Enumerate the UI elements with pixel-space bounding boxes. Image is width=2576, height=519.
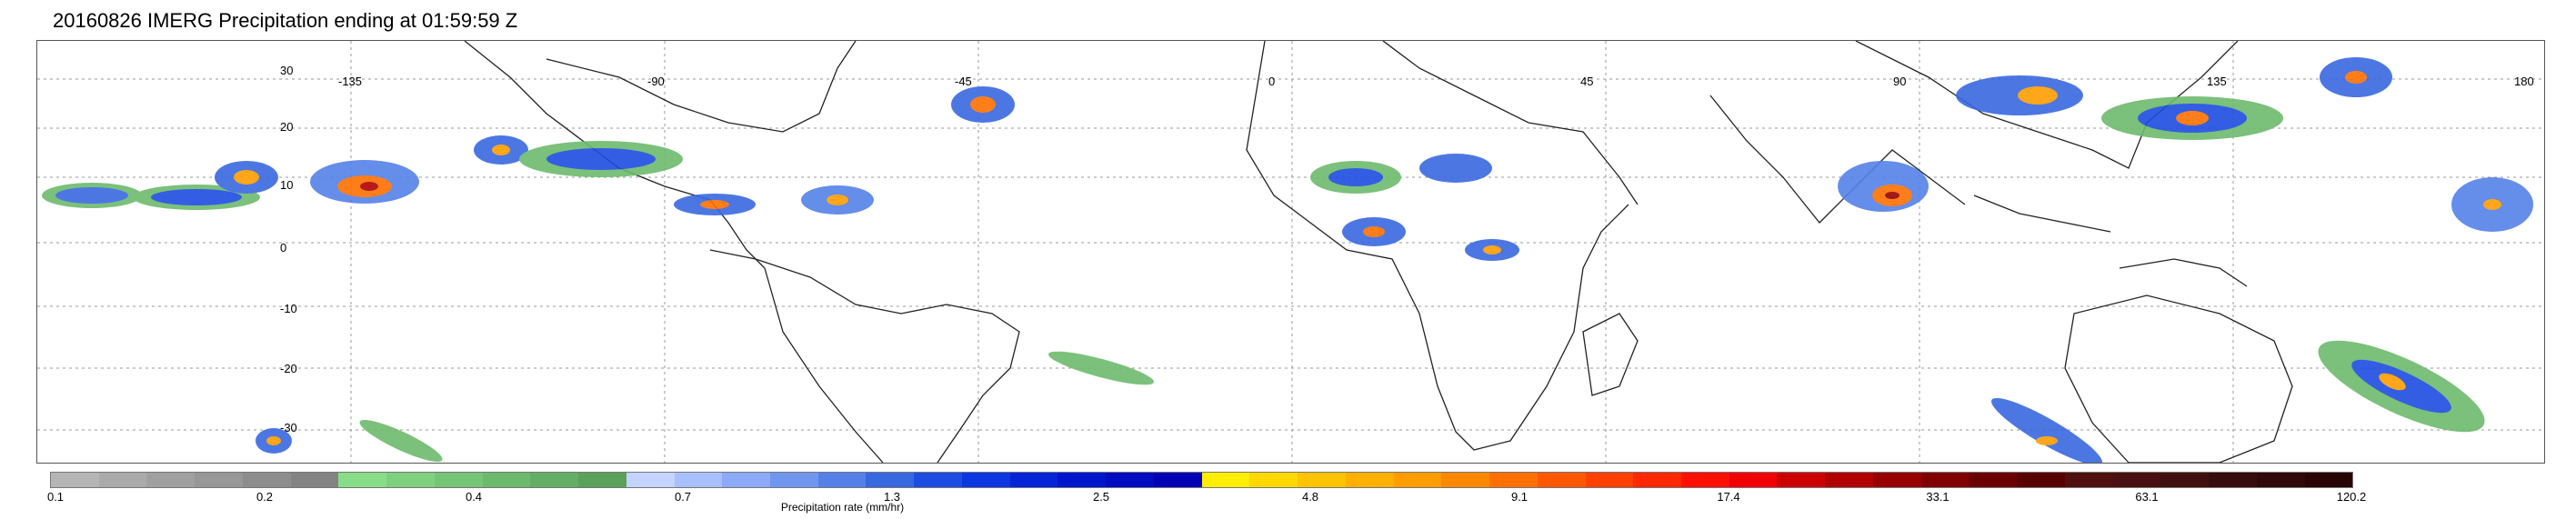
colorbar-swatch [2160, 473, 2210, 487]
colorbar-swatch [1777, 473, 1826, 487]
colorbar-tick: 17.4 [1717, 490, 1740, 504]
colorbar [50, 472, 2353, 488]
lon-label: 180 [2514, 75, 2534, 88]
colorbar-swatch [961, 473, 1010, 487]
lon-label: 90 [1893, 75, 1907, 88]
colorbar-swatch [2256, 473, 2305, 487]
coastlines [464, 41, 2293, 463]
lat-label: 20 [280, 120, 294, 134]
colorbar-swatch [1872, 473, 1921, 487]
colorbar-swatch [1298, 473, 1346, 487]
colorbar-swatch [1393, 473, 1442, 487]
colorbar-swatch [578, 473, 626, 487]
colorbar-swatch [1201, 473, 1250, 487]
colorbar-title: Precipitation rate (mm/hr) [780, 501, 905, 514]
colorbar-swatch [1249, 473, 1298, 487]
precipitation-map [36, 40, 2545, 464]
colorbar-tick: 33.1 [1926, 490, 1950, 504]
colorbar-swatch [2064, 473, 2113, 487]
colorbar-swatch [1057, 473, 1107, 487]
colorbar-tick: 2.5 [1092, 490, 1110, 504]
colorbar-swatch [1441, 473, 1490, 487]
colorbar-swatch [1969, 473, 2018, 487]
colorbar-swatch [817, 473, 867, 487]
colorbar-tick: 4.8 [1301, 490, 1319, 504]
lon-label: -90 [647, 75, 665, 88]
colorbar-swatch [51, 473, 99, 487]
colorbar-swatch [2017, 473, 2065, 487]
map-title: 20160826 IMERG Precipitation ending at 0… [53, 9, 518, 32]
colorbar-tick: 0.4 [465, 490, 483, 504]
colorbar-swatch [2209, 473, 2257, 487]
lat-label: -20 [280, 362, 297, 375]
lat-label: 30 [280, 64, 294, 77]
colorbar-swatch [1345, 473, 1394, 487]
lon-label: 0 [1268, 75, 1276, 88]
lon-label: -45 [955, 75, 972, 88]
colorbar-swatch [1106, 473, 1154, 487]
colorbar-swatch [866, 473, 915, 487]
colorbar-swatch [2112, 473, 2161, 487]
colorbar-swatch [1153, 473, 1202, 487]
colorbar-swatch [914, 473, 962, 487]
colorbar-swatch [770, 473, 818, 487]
colorbar-swatch [1537, 473, 1586, 487]
colorbar-swatch [290, 473, 339, 487]
colorbar-tick: 120.2 [2336, 490, 2367, 504]
colorbar-swatch [1920, 473, 1970, 487]
colorbar-swatch [482, 473, 531, 487]
colorbar-swatch [530, 473, 579, 487]
colorbar-swatch [1633, 473, 1681, 487]
colorbar-swatch [98, 473, 147, 487]
colorbar-swatch [242, 473, 291, 487]
map-canvas [37, 41, 2544, 463]
colorbar-swatch [2304, 473, 2353, 487]
colorbar-swatch [386, 473, 435, 487]
colorbar-tick: 0.1 [46, 490, 65, 504]
lat-label: -30 [280, 421, 297, 434]
colorbar-swatch [434, 473, 483, 487]
colorbar-tick: 1.3 [883, 490, 901, 504]
colorbar-swatch [1729, 473, 1778, 487]
lon-label: -135 [338, 75, 363, 88]
colorbar-tick: 9.1 [1510, 490, 1529, 504]
lat-label: 10 [280, 178, 294, 192]
colorbar-tick: 0.7 [674, 490, 692, 504]
colorbar-swatch [626, 473, 675, 487]
colorbar-swatch [1489, 473, 1538, 487]
colorbar-tick: 63.1 [2135, 490, 2159, 504]
colorbar-swatch [1009, 473, 1058, 487]
lat-label: 0 [280, 241, 287, 255]
colorbar-swatch [338, 473, 387, 487]
colorbar-swatch [1585, 473, 1634, 487]
precipitation-field [42, 57, 2533, 463]
colorbar-tick: 0.2 [256, 490, 274, 504]
colorbar-swatch [1680, 473, 1729, 487]
lon-label: 45 [1580, 75, 1594, 88]
lat-label: -10 [280, 302, 297, 315]
colorbar-swatch [195, 473, 243, 487]
lon-label: 135 [2207, 75, 2227, 88]
colorbar-swatch [146, 473, 195, 487]
colorbar-swatch [674, 473, 723, 487]
colorbar-swatch [722, 473, 771, 487]
colorbar-swatch [1825, 473, 1873, 487]
